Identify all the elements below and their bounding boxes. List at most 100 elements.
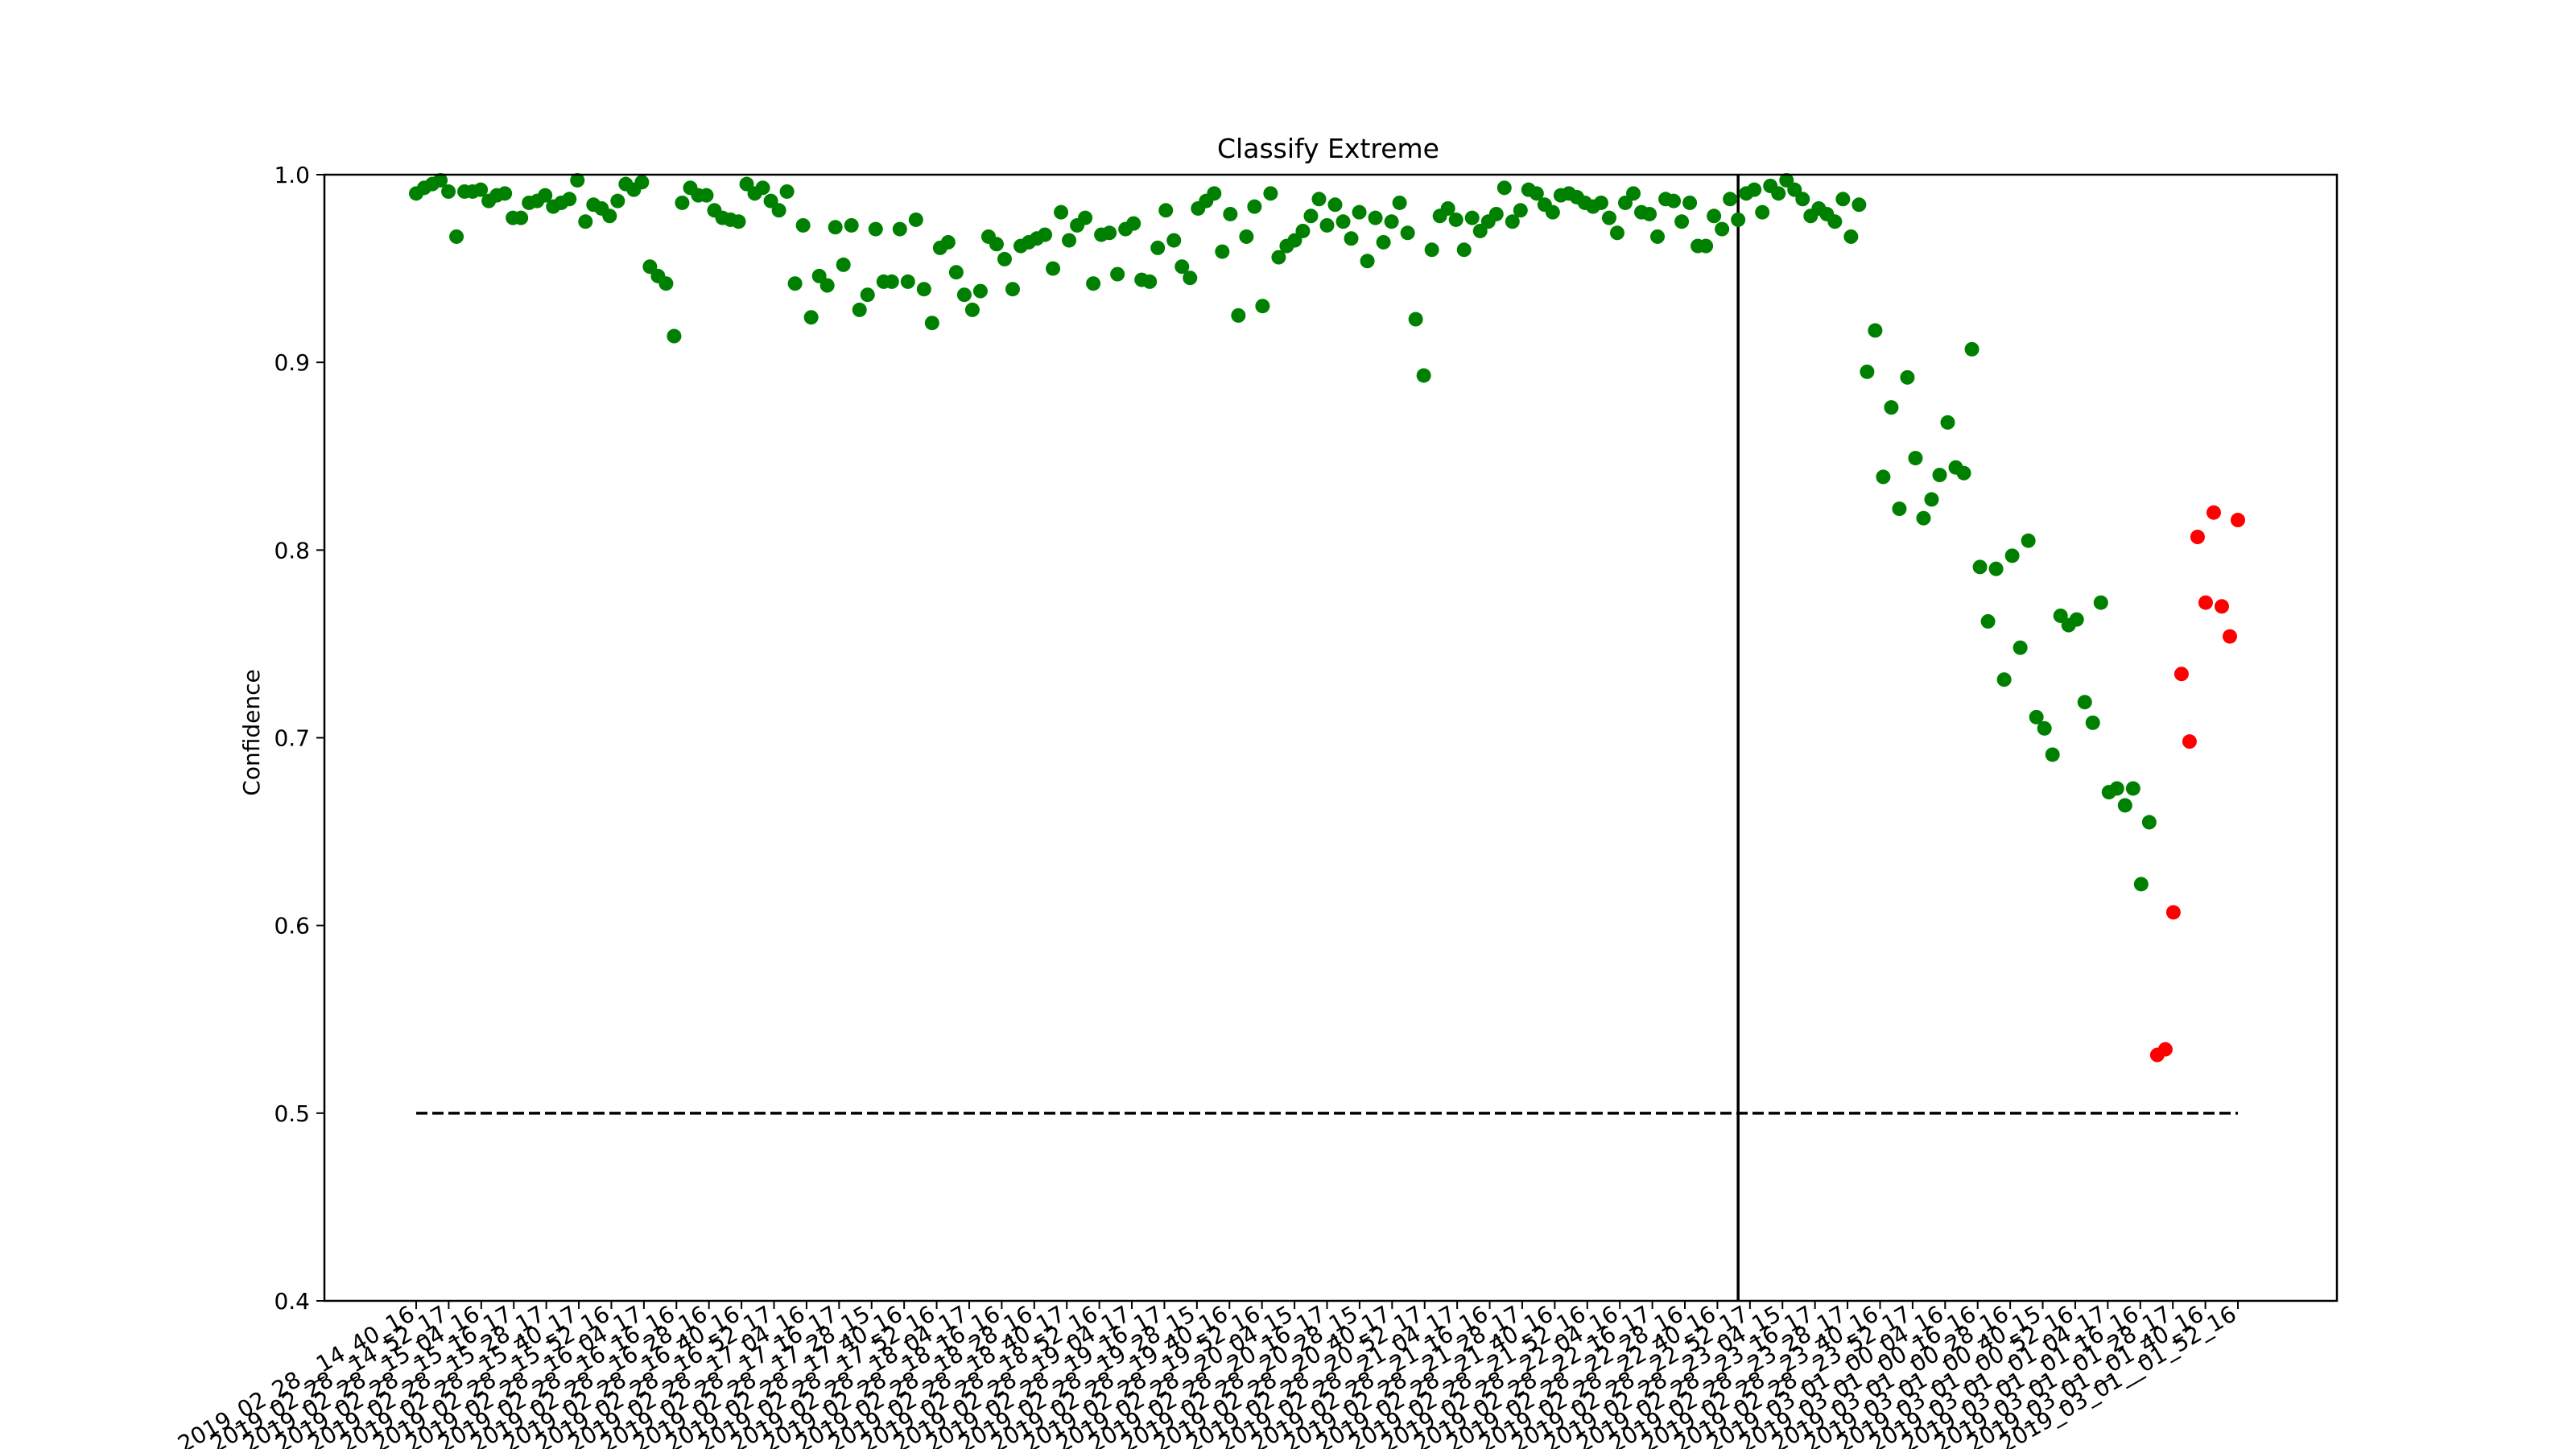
- data-point-green: [795, 217, 811, 233]
- data-point-green: [1940, 415, 1955, 430]
- data-point-green: [916, 282, 931, 297]
- data-point-green: [1344, 231, 1359, 246]
- data-point-green: [1988, 561, 2004, 576]
- data-point-green: [1158, 203, 1174, 218]
- data-point-green: [2053, 608, 2068, 623]
- data-point-green: [844, 217, 859, 233]
- data-point-green: [2069, 612, 2084, 627]
- data-point-green: [1352, 204, 1367, 220]
- y-tick-label: 0.4: [274, 1288, 310, 1315]
- data-point-green: [787, 276, 803, 291]
- data-point-green: [1731, 212, 1746, 227]
- data-point-green: [763, 193, 778, 208]
- data-point-green: [1239, 229, 1254, 244]
- chart-title: Classify Extreme: [1217, 133, 1439, 164]
- data-point-green: [1932, 468, 1947, 483]
- data-point-green: [1787, 182, 1802, 197]
- data-point-green: [997, 251, 1012, 266]
- data-point-green: [1038, 227, 1053, 242]
- y-axis-label: Confidence: [238, 669, 265, 795]
- data-point-green: [433, 172, 448, 188]
- data-point-green: [1223, 206, 1238, 221]
- data-point-green: [1843, 229, 1859, 244]
- data-point-green: [1650, 229, 1666, 244]
- data-point-green: [1755, 204, 1770, 220]
- data-point-green: [2125, 781, 2140, 796]
- data-point-green: [1255, 299, 1270, 314]
- data-point-green: [1376, 234, 1391, 250]
- data-point-green: [699, 188, 714, 203]
- data-point-green: [1086, 276, 1101, 291]
- data-point-green: [675, 195, 690, 210]
- y-tick-label: 0.7: [274, 725, 310, 752]
- data-point-green: [1964, 341, 1979, 357]
- data-point-green: [2045, 747, 2060, 762]
- data-point-green: [1505, 214, 1520, 229]
- data-point-green: [964, 302, 980, 317]
- data-point-green: [1424, 242, 1439, 258]
- data-point-green: [1529, 186, 1544, 201]
- data-point-green: [1440, 200, 1455, 216]
- data-point-green: [1972, 559, 1988, 575]
- data-point-green: [924, 316, 939, 331]
- data-point-green: [1416, 368, 1431, 383]
- data-point-green: [1699, 238, 1714, 254]
- data-point-green: [497, 186, 513, 201]
- data-point-green: [779, 184, 795, 199]
- data-point-green: [1956, 465, 1971, 481]
- data-point-green: [578, 214, 593, 229]
- data-point-green: [1723, 192, 1738, 207]
- data-point-red: [2198, 595, 2213, 610]
- data-point-green: [1295, 223, 1311, 238]
- data-point-green: [1715, 221, 1730, 237]
- data-point-green: [1126, 216, 1141, 231]
- data-point-green: [1609, 225, 1624, 241]
- data-point-green: [1384, 214, 1399, 229]
- data-point-green: [1996, 672, 2012, 687]
- data-point-green: [1110, 266, 1125, 282]
- data-point-green: [1102, 225, 1117, 241]
- data-point-green: [570, 172, 585, 188]
- data-point-green: [1908, 451, 1923, 466]
- data-point-green: [1860, 364, 1875, 379]
- data-point-green: [658, 276, 674, 291]
- data-point-green: [1626, 186, 1641, 201]
- data-point-green: [940, 234, 956, 250]
- data-point-green: [1166, 233, 1182, 248]
- data-point-green: [2133, 877, 2149, 892]
- data-point-green: [1617, 195, 1633, 210]
- data-point-green: [1868, 323, 1883, 338]
- y-tick-label: 0.6: [274, 913, 310, 939]
- data-point-green: [1078, 210, 1093, 225]
- data-point-green: [860, 287, 875, 303]
- data-point-green: [1674, 214, 1690, 229]
- data-point-green: [1464, 210, 1480, 225]
- data-point-green: [1496, 180, 1512, 196]
- data-point-green: [1924, 492, 1939, 507]
- data-point-red: [2174, 667, 2189, 682]
- data-point-green: [1779, 172, 1794, 188]
- data-point-green: [1456, 242, 1472, 258]
- data-point-green: [634, 175, 650, 190]
- data-point-red: [2231, 513, 2245, 528]
- data-point-green: [1488, 206, 1504, 221]
- data-point-green: [1916, 510, 1931, 526]
- data-point-green: [1231, 308, 1246, 323]
- data-point-green: [2004, 548, 2020, 563]
- data-point-green: [2077, 695, 2092, 710]
- data-point-green: [2037, 720, 2052, 736]
- data-point-green: [836, 257, 851, 272]
- data-point-green: [1311, 192, 1327, 207]
- plot-frame: [323, 173, 2339, 1302]
- data-point-red: [2165, 905, 2181, 920]
- data-point-green: [473, 182, 489, 197]
- data-point-green: [731, 214, 746, 229]
- data-point-green: [2021, 533, 2036, 548]
- data-point-green: [1005, 282, 1020, 297]
- data-point-green: [819, 278, 835, 293]
- data-point-green: [449, 229, 464, 244]
- data-point-green: [1771, 186, 1786, 201]
- data-point-green: [1263, 186, 1278, 201]
- data-point-green: [1852, 197, 1867, 213]
